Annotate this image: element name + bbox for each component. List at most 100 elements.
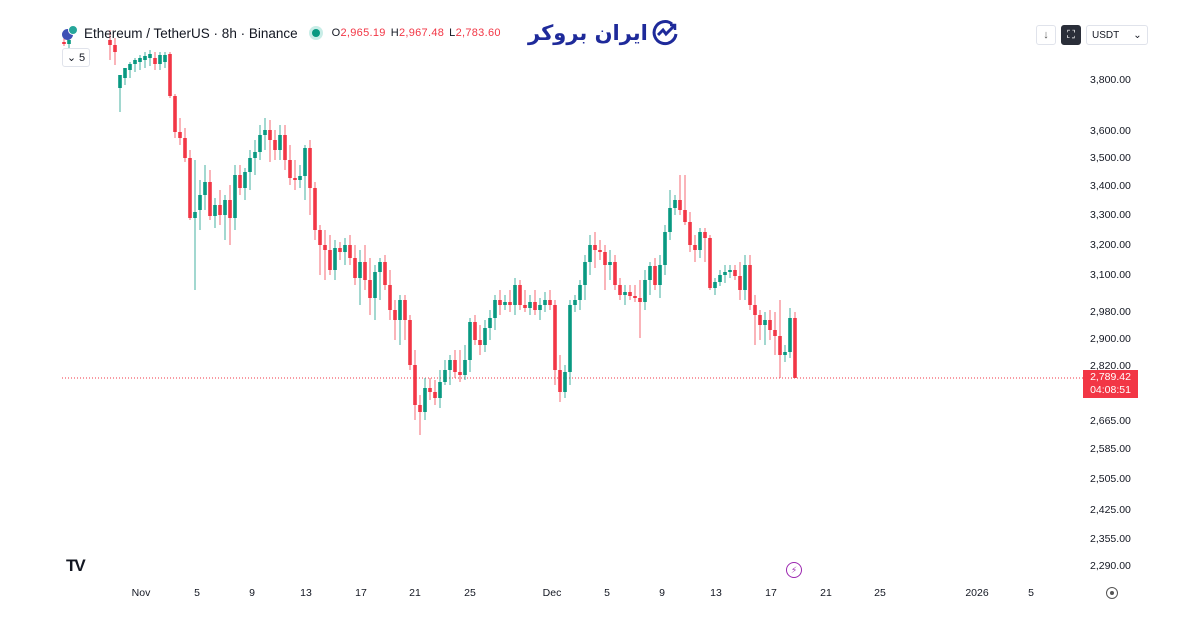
candle [278, 125, 282, 160]
candle [338, 242, 342, 260]
high-value: 2,967.48 [398, 27, 445, 39]
candle [293, 160, 297, 190]
candle [673, 195, 677, 215]
candle [553, 300, 557, 385]
candle [558, 355, 562, 402]
chart-toolbar: ↓ ⛶ USDT ⌄ [1036, 25, 1148, 45]
candle [568, 300, 572, 385]
candle [433, 380, 437, 405]
price-tick-label: 3,600.00 [1090, 125, 1131, 137]
candle [593, 232, 597, 268]
candle [543, 292, 547, 312]
candle [538, 298, 542, 320]
fullscreen-icon: ⛶ [1067, 28, 1075, 41]
time-tick-label: 13 [300, 587, 312, 599]
candle [143, 52, 147, 68]
price-tick-label: 2,585.00 [1090, 443, 1131, 455]
price-tick-label: 3,400.00 [1090, 180, 1131, 192]
time-tick-label: 9 [659, 587, 665, 599]
candle [253, 140, 257, 175]
indicators-toggle-button[interactable]: ⌄ 5 [62, 48, 90, 67]
candle [188, 150, 192, 220]
tradingview-logo[interactable]: TV [66, 556, 86, 575]
candle [158, 52, 162, 70]
candle [388, 270, 392, 320]
candle [653, 258, 657, 290]
price-tick-label: 3,500.00 [1090, 152, 1131, 164]
time-tick-label: 21 [820, 587, 832, 599]
candle [563, 365, 567, 398]
candle [493, 295, 497, 330]
logo-text: ایران بروکر [528, 21, 648, 45]
candle [578, 280, 582, 310]
candle [473, 315, 477, 345]
last-price: 2,789.42 [1090, 371, 1131, 383]
iran-broker-logo: ایران بروکر [528, 20, 680, 46]
currency-select[interactable]: USDT ⌄ [1086, 25, 1148, 45]
candle [428, 378, 432, 400]
candle [198, 180, 202, 230]
price-tick-label: 2,355.00 [1090, 533, 1131, 545]
candle [483, 320, 487, 352]
indicator-count: 5 [79, 51, 86, 64]
candle [488, 310, 492, 340]
candle [228, 185, 232, 245]
candle [533, 290, 537, 315]
candle [183, 128, 187, 162]
candle [223, 195, 227, 240]
chart-header: Ethereum / TetherUS · 8h · Binance O2,96… [62, 25, 501, 41]
candle [763, 312, 767, 345]
candle [193, 160, 197, 290]
fullscreen-button[interactable]: ⛶ [1061, 25, 1081, 45]
candle [713, 278, 717, 295]
candle [173, 94, 177, 138]
candle [723, 265, 727, 283]
candle [413, 350, 417, 420]
download-button[interactable]: ↓ [1036, 25, 1056, 45]
price-tick-label: 2,505.00 [1090, 473, 1131, 485]
candle [758, 310, 762, 340]
candle [383, 255, 387, 290]
candle [453, 350, 457, 378]
candle [438, 370, 442, 408]
price-tick-label: 3,800.00 [1090, 74, 1131, 86]
candle [643, 270, 647, 310]
candle [678, 175, 682, 215]
candle [773, 312, 777, 355]
last-price-tag: 2,789.42 04:08:51 [1083, 370, 1138, 398]
candle [458, 350, 462, 382]
candle [418, 395, 422, 435]
candle [248, 150, 252, 190]
download-icon: ↓ [1043, 29, 1049, 41]
candle [128, 62, 132, 78]
axis-settings-icon[interactable] [1106, 587, 1118, 599]
candle [683, 175, 687, 225]
time-tick-label: 17 [765, 587, 777, 599]
candle [498, 290, 502, 315]
candle [163, 52, 167, 68]
candle [213, 198, 217, 228]
candle [118, 75, 122, 112]
candle [783, 345, 787, 362]
time-tick-label: 13 [710, 587, 722, 599]
candle [623, 285, 627, 305]
candle [648, 262, 652, 295]
time-tick-label: 25 [464, 587, 476, 599]
candle [328, 235, 332, 275]
time-tick-label: 5 [1028, 587, 1034, 599]
candle [303, 145, 307, 200]
candle [768, 310, 772, 340]
candle [748, 255, 752, 310]
symbol-title[interactable]: Ethereum / TetherUS · 8h · Binance [84, 25, 298, 41]
time-tick-label: 5 [604, 587, 610, 599]
price-tick-label: 2,900.00 [1090, 333, 1131, 345]
candle [363, 245, 367, 290]
candle [598, 240, 602, 260]
candle [573, 295, 577, 312]
candle [353, 245, 357, 285]
lightning-event-icon[interactable]: ⚡ [786, 562, 802, 578]
candle [203, 165, 207, 210]
candle [478, 325, 482, 355]
candle [503, 295, 507, 310]
